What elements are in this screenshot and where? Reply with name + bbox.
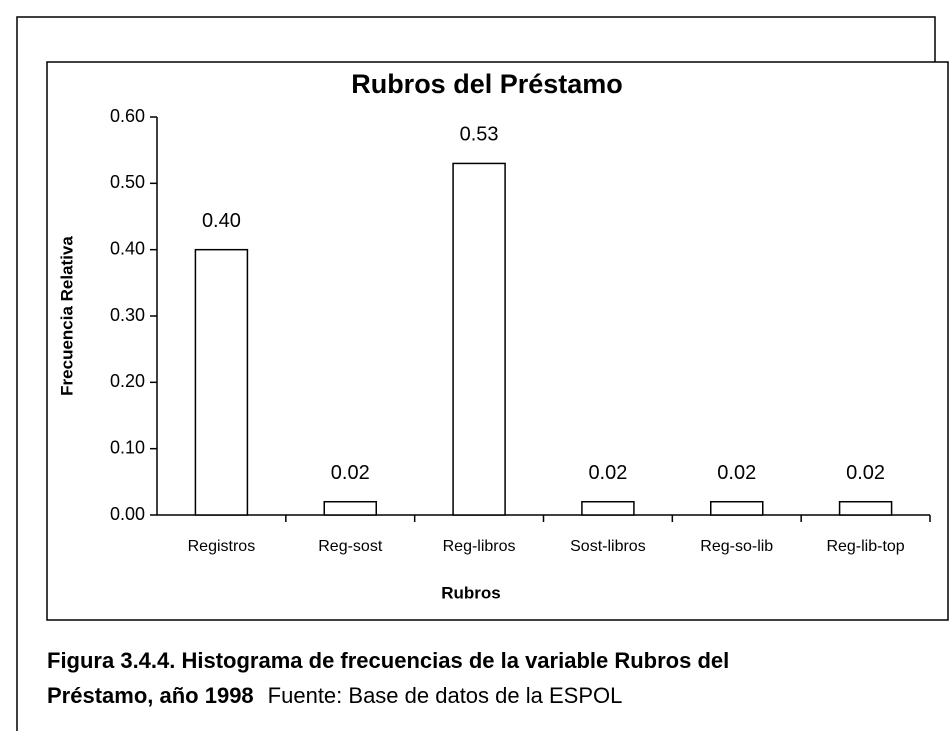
data-label: 0.53 [460,124,499,146]
caption-source: Fuente: Base de datos de la ESPOL [268,683,623,708]
data-label: 0.40 [202,210,241,232]
y-tick-label: 0.00 [110,504,145,524]
y-tick-label: 0.20 [110,371,145,391]
y-tick-label: 0.60 [110,106,145,126]
bar [452,162,506,516]
data-label: 0.02 [717,462,756,484]
x-axis-label: Rubros [441,583,501,602]
data-label: 0.02 [331,462,370,484]
y-axis-label: Frecuencia Relativa [57,236,76,396]
bar [710,500,764,516]
y-tick-label: 0.10 [110,437,145,457]
y-tick-label: 0.40 [110,238,145,258]
bar [838,500,893,516]
caption-line: Préstamo, año 1998 Fuente: Base de datos … [47,683,622,708]
x-tick-label: Reg-lib-top [826,538,904,555]
x-tick-label: Registros [188,538,256,555]
y-tick-label: 0.50 [110,172,145,192]
x-tick-label: Reg-so-lib [700,538,773,555]
chart-frame [46,61,949,621]
x-tick-label: Reg-sost [318,538,383,555]
bar [323,500,377,516]
outer-frame [16,16,936,731]
chart-title: Rubros del Préstamo [351,69,623,99]
caption-bold: Préstamo, año 1998 [47,683,254,708]
bar [581,500,635,516]
data-label: 0.02 [846,462,885,484]
x-tick-label: Sost-libros [570,538,646,555]
bar [194,248,249,516]
x-tick-label: Reg-libros [443,538,516,555]
caption-line: Figura 3.4.4. Histograma de frecuencias … [47,648,729,673]
data-label: 0.02 [588,462,627,484]
y-tick-label: 0.30 [110,305,145,325]
